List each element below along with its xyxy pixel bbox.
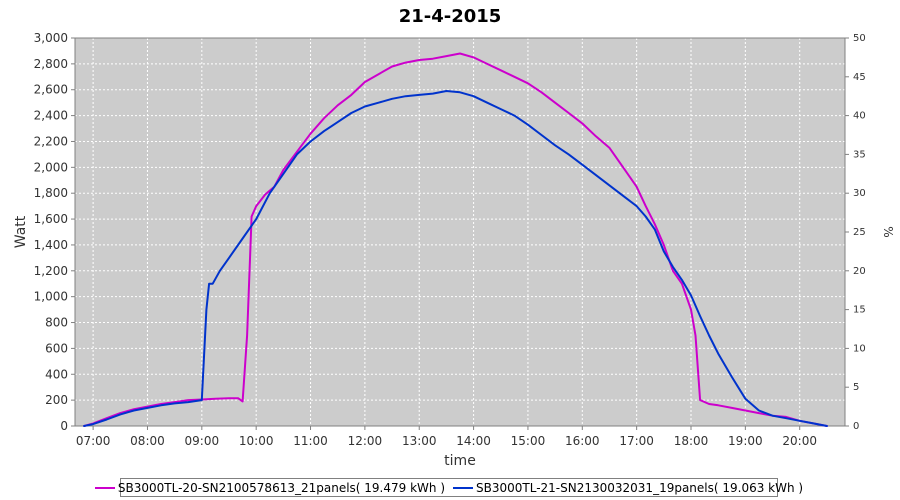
x-tick-label: 19:00 <box>728 434 763 448</box>
y-tick-label: 1,600 <box>34 212 68 226</box>
x-tick-label: 10:00 <box>239 434 274 448</box>
legend-item-series-1: SB3000TL-20-SN2100578613_21panels( 19.47… <box>94 480 445 495</box>
x-tick-label: 09:00 <box>185 434 220 448</box>
series-line-1 <box>83 52 828 427</box>
x-tick-label: 15:00 <box>511 434 546 448</box>
x-tick-label: 17:00 <box>619 434 654 448</box>
y2-tick-label: 30 <box>853 188 866 199</box>
y-tick-label: 2,800 <box>34 57 68 71</box>
plot-area <box>75 38 845 426</box>
y-tick-label: 0 <box>60 419 68 433</box>
y-tick-label: 800 <box>45 316 68 330</box>
x-axis-label: time <box>444 453 476 469</box>
x-tick-label: 20:00 <box>782 434 817 448</box>
y-tick-label: 2,200 <box>34 134 68 148</box>
x-tick-label: 11:00 <box>293 434 328 448</box>
legend-label-series-1: SB3000TL-20-SN2100578613_21panels( 19.47… <box>117 480 445 495</box>
y2-tick-label: 45 <box>853 72 866 83</box>
y2-tick-label: 10 <box>853 343 866 354</box>
y2-tick-label: 50 <box>853 33 866 44</box>
x-tick-label: 08:00 <box>130 434 165 448</box>
y2-tick-label: 15 <box>853 305 866 316</box>
legend-swatch-series-1 <box>94 486 115 489</box>
y-tick-label: 1,200 <box>34 264 68 278</box>
legend-swatch-series-2 <box>453 486 473 489</box>
y-tick-label: 400 <box>45 367 68 381</box>
y-tick-label: 1,400 <box>34 238 68 252</box>
y2-tick-label: 35 <box>853 149 866 160</box>
x-tick-label: 13:00 <box>402 434 437 448</box>
y2-tick-label: 5 <box>853 382 859 393</box>
y2-tick-label: 25 <box>853 227 866 238</box>
y2-tick-label: 40 <box>853 111 866 122</box>
y2-tick-label: 20 <box>853 266 866 277</box>
y-tick-label: 200 <box>45 393 68 407</box>
y-tick-label: 2,400 <box>34 109 68 123</box>
x-tick-label: 14:00 <box>456 434 491 448</box>
y2-axis-label: % <box>881 226 895 237</box>
legend-label-series-2: SB3000TL-21-SN2130032031_19panels( 19.06… <box>476 480 804 495</box>
x-tick-label: 16:00 <box>565 434 600 448</box>
legend: SB3000TL-20-SN2100578613_21panels( 19.47… <box>94 478 803 497</box>
chart-title: 21-4-2015 <box>399 6 502 27</box>
y-axis-label: Watt <box>13 215 29 248</box>
y-tick-label: 2,600 <box>34 83 68 97</box>
y-tick-label: 1,800 <box>34 186 68 200</box>
y-tick-label: 1,000 <box>34 290 68 304</box>
y-tick-label: 3,000 <box>34 31 68 45</box>
legend-item-series-2: SB3000TL-21-SN2130032031_19panels( 19.06… <box>453 481 803 495</box>
x-tick-label: 18:00 <box>674 434 709 448</box>
series-line-2 <box>83 90 828 427</box>
x-tick-label: 12:00 <box>348 434 383 448</box>
x-tick-label: 07:00 <box>76 434 111 448</box>
y-tick-label: 2,000 <box>34 160 68 174</box>
y2-tick-label: 0 <box>853 421 859 432</box>
y-tick-label: 600 <box>45 341 68 355</box>
